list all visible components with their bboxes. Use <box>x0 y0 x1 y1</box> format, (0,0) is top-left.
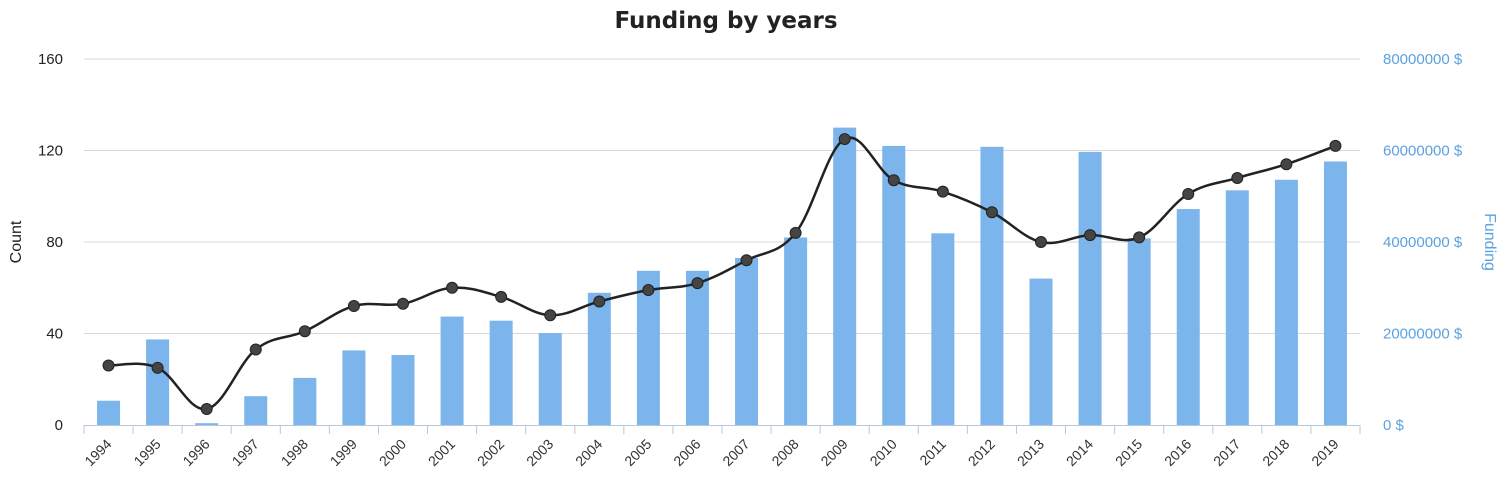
count-point <box>887 174 900 187</box>
x-tick-label: 2012 <box>965 436 998 469</box>
funding-bar <box>1176 209 1200 425</box>
x-tick-label: 1994 <box>81 436 114 469</box>
x-tick-label: 2002 <box>474 436 507 469</box>
bar-layer <box>97 127 1347 426</box>
x-tick-label: 1998 <box>278 436 311 469</box>
count-point <box>151 361 164 374</box>
funding-bar <box>195 423 219 425</box>
x-tick-label: 2010 <box>867 436 900 469</box>
funding-bar <box>146 339 170 425</box>
y-axis-right-title: Funding <box>1481 213 1498 271</box>
x-tick-label: 1995 <box>130 436 163 469</box>
funding-bar <box>342 350 366 425</box>
x-tick-label: 2008 <box>768 436 801 469</box>
funding-bar <box>636 270 660 425</box>
x-tick-label: 2019 <box>1308 436 1341 469</box>
funding-bar <box>489 320 513 425</box>
funding-bar <box>1078 151 1102 425</box>
count-point <box>249 343 262 356</box>
x-tick-label: 2006 <box>670 436 703 469</box>
count-point <box>495 290 508 303</box>
y-left-tick-label: 120 <box>38 143 63 160</box>
x-tick-label: 1999 <box>327 436 360 469</box>
funding-bar <box>440 316 464 425</box>
funding-bar <box>980 146 1004 425</box>
y-left-tick-label: 0 <box>55 417 63 434</box>
x-tick-label: 2015 <box>1112 436 1145 469</box>
y-left-tick-label: 160 <box>38 51 63 68</box>
x-tick-label: 2011 <box>916 436 949 469</box>
x-tick-label: 2014 <box>1063 436 1096 469</box>
x-tick-label: 2005 <box>621 436 654 469</box>
chart-title: Funding by years <box>614 8 837 34</box>
count-point <box>1280 158 1293 171</box>
x-tick-label: 2001 <box>425 436 458 469</box>
funding-bar <box>244 396 268 425</box>
count-point <box>593 295 606 308</box>
funding-bar <box>784 237 808 425</box>
count-point <box>200 402 213 415</box>
count-point <box>544 309 557 322</box>
x-tick-label: 2013 <box>1014 436 1047 469</box>
count-line <box>108 136 1336 411</box>
count-point <box>102 359 115 372</box>
y-right-tick-label: 80000000 $ <box>1383 51 1463 68</box>
funding-bar <box>538 333 562 425</box>
funding-bar <box>1323 161 1347 426</box>
funding-bar <box>293 377 317 425</box>
y-left-tick-label: 40 <box>46 326 63 343</box>
count-point <box>691 277 704 290</box>
funding-bar <box>685 270 709 425</box>
count-point <box>642 284 655 297</box>
count-point <box>985 206 998 219</box>
x-tick-label: 2016 <box>1161 436 1194 469</box>
funding-bar <box>882 145 906 426</box>
count-point <box>936 185 949 198</box>
x-tick-label: 1996 <box>179 436 212 469</box>
count-point <box>298 325 311 338</box>
funding-bar <box>1127 238 1151 425</box>
count-point <box>740 254 753 267</box>
y-right-tick-label: 40000000 $ <box>1383 234 1463 251</box>
count-point <box>838 133 851 146</box>
count-point <box>347 300 360 313</box>
count-point <box>1329 139 1342 152</box>
x-tick-label: 2009 <box>817 436 850 469</box>
funding-bar <box>587 292 611 425</box>
count-point <box>1133 231 1146 244</box>
funding-bar <box>735 258 759 425</box>
funding-bar <box>1225 190 1249 425</box>
x-tick-label: 2007 <box>719 436 752 469</box>
count-point <box>1084 229 1097 242</box>
count-point <box>1182 187 1195 200</box>
funding-bar <box>391 355 415 425</box>
y-right-tick-label: 0 $ <box>1383 417 1405 434</box>
y-left-tick-label: 80 <box>46 234 63 251</box>
count-point <box>789 226 802 239</box>
x-tick-label: 2000 <box>376 436 409 469</box>
count-point <box>446 281 459 294</box>
funding-bar <box>931 233 955 425</box>
count-point <box>1231 171 1244 184</box>
funding-bar <box>97 400 121 425</box>
count-point <box>397 297 409 310</box>
x-tick-label: 2003 <box>523 436 556 469</box>
x-tick-label: 2004 <box>572 436 605 469</box>
funding-bar <box>1029 278 1053 425</box>
line-layer <box>102 133 1342 415</box>
x-tick-label: 2018 <box>1259 436 1292 469</box>
x-tick-label: 2017 <box>1210 436 1243 469</box>
y-right-tick-label: 60000000 $ <box>1383 143 1463 160</box>
y-right-tick-label: 20000000 $ <box>1383 326 1463 343</box>
y-axis-left-title: Count <box>8 220 25 263</box>
count-point <box>1035 236 1047 248</box>
funding-bar <box>1274 179 1298 425</box>
x-tick-label: 1997 <box>229 436 262 469</box>
funding-bar <box>833 127 857 425</box>
grid-layer <box>84 58 1360 334</box>
